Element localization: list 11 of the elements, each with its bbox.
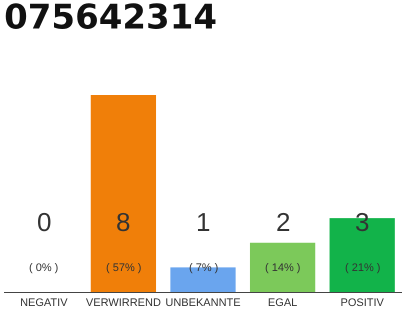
data-label: 0 ( 0% ) [29,207,58,274]
x-tick-label: EGAL [268,297,298,310]
x-tick-label: UNBEKANNTE [165,297,241,310]
data-label: 8 ( 57% ) [106,207,142,274]
bar [90,95,156,292]
x-tick-label: VERWIRREND [86,297,161,310]
data-label: 2 ( 14% ) [265,207,300,274]
x-tick-label: NEGATIV [20,297,68,310]
x-tick-label: POSITIV [340,297,385,310]
bar [250,242,316,292]
chart-title: 075642314 [4,0,218,38]
